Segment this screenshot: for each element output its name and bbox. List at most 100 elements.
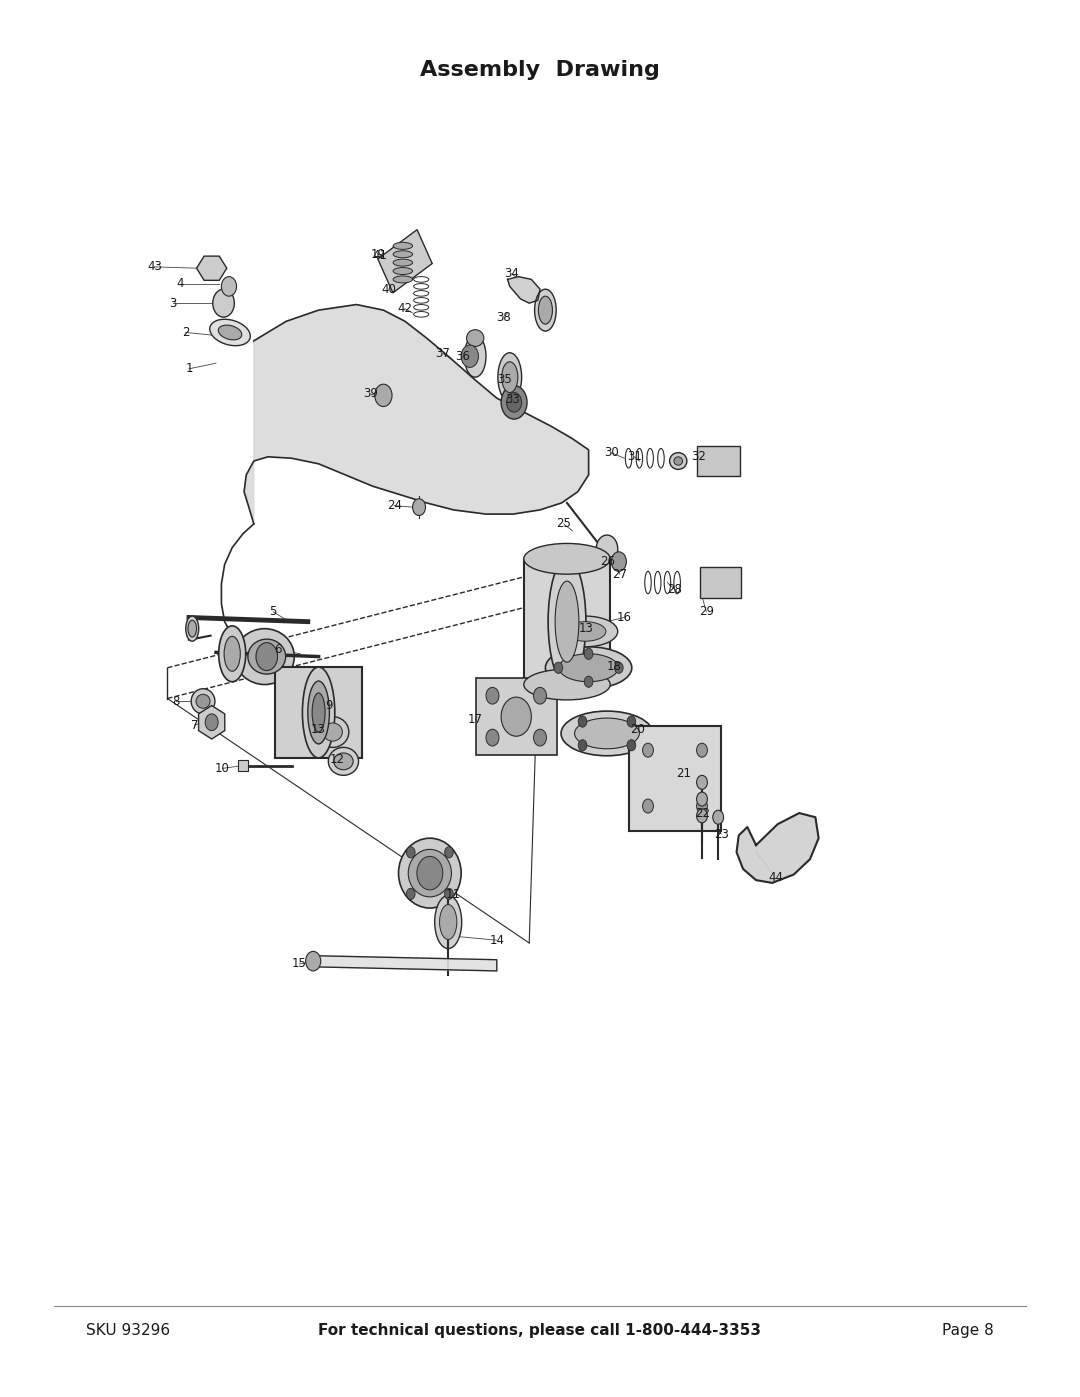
Text: 4: 4 xyxy=(177,277,184,291)
Text: 10: 10 xyxy=(215,761,230,775)
Circle shape xyxy=(445,847,454,858)
Text: 13: 13 xyxy=(579,622,594,636)
Ellipse shape xyxy=(434,895,462,949)
Polygon shape xyxy=(244,305,589,524)
Text: 38: 38 xyxy=(496,310,511,324)
Circle shape xyxy=(584,648,593,659)
Circle shape xyxy=(406,847,415,858)
Ellipse shape xyxy=(535,289,556,331)
Text: 39: 39 xyxy=(363,387,378,401)
Circle shape xyxy=(213,289,234,317)
Ellipse shape xyxy=(393,275,413,282)
Text: 37: 37 xyxy=(435,346,450,360)
Text: 1: 1 xyxy=(186,362,192,376)
Text: 25: 25 xyxy=(556,517,571,531)
Ellipse shape xyxy=(393,260,413,265)
Text: 20: 20 xyxy=(630,722,645,736)
Ellipse shape xyxy=(440,905,457,939)
Ellipse shape xyxy=(399,838,461,908)
Bar xyxy=(524,559,610,685)
Polygon shape xyxy=(197,256,227,281)
Text: 18: 18 xyxy=(607,659,622,673)
Text: 5: 5 xyxy=(270,605,276,619)
Circle shape xyxy=(501,697,531,736)
Circle shape xyxy=(221,277,237,296)
Ellipse shape xyxy=(393,242,413,249)
Text: 13: 13 xyxy=(311,722,326,736)
Circle shape xyxy=(697,775,707,789)
Circle shape xyxy=(375,384,392,407)
Circle shape xyxy=(417,856,443,890)
Text: 3: 3 xyxy=(170,296,176,310)
Ellipse shape xyxy=(316,717,349,747)
Ellipse shape xyxy=(524,669,610,700)
Polygon shape xyxy=(199,705,225,739)
Text: 17: 17 xyxy=(468,712,483,726)
Ellipse shape xyxy=(188,620,197,637)
Text: 31: 31 xyxy=(627,450,643,464)
Circle shape xyxy=(578,717,586,728)
Ellipse shape xyxy=(553,616,618,647)
Text: 12: 12 xyxy=(329,753,345,767)
Ellipse shape xyxy=(191,689,215,714)
Ellipse shape xyxy=(524,543,610,574)
Text: 2: 2 xyxy=(183,326,189,339)
Text: 23: 23 xyxy=(714,827,729,841)
Text: 29: 29 xyxy=(699,605,714,619)
Circle shape xyxy=(697,743,707,757)
Text: 8: 8 xyxy=(173,694,179,708)
Bar xyxy=(629,726,721,830)
Text: 43: 43 xyxy=(147,260,162,274)
Text: 9: 9 xyxy=(326,698,333,712)
Text: 32: 32 xyxy=(691,450,706,464)
Ellipse shape xyxy=(393,268,413,275)
Circle shape xyxy=(615,662,623,673)
Text: 33: 33 xyxy=(505,393,521,407)
Ellipse shape xyxy=(235,629,294,685)
Circle shape xyxy=(697,809,707,823)
Ellipse shape xyxy=(197,694,210,708)
Text: 41: 41 xyxy=(373,249,388,263)
Circle shape xyxy=(507,393,522,412)
Text: 35: 35 xyxy=(497,373,512,387)
Ellipse shape xyxy=(312,693,325,732)
Ellipse shape xyxy=(302,668,335,757)
Text: 21: 21 xyxy=(676,767,691,781)
Text: For technical questions, please call 1-800-444-3353: For technical questions, please call 1-8… xyxy=(319,1323,761,1338)
Circle shape xyxy=(554,662,563,673)
Ellipse shape xyxy=(186,616,199,641)
Ellipse shape xyxy=(247,640,285,673)
Ellipse shape xyxy=(464,335,486,377)
Circle shape xyxy=(611,552,626,571)
Ellipse shape xyxy=(218,326,242,339)
Circle shape xyxy=(486,729,499,746)
Ellipse shape xyxy=(670,453,687,469)
Circle shape xyxy=(256,643,278,671)
Circle shape xyxy=(627,717,636,728)
Text: 19: 19 xyxy=(370,247,386,261)
Circle shape xyxy=(697,792,707,806)
Ellipse shape xyxy=(308,682,329,743)
Ellipse shape xyxy=(225,637,240,671)
Polygon shape xyxy=(508,277,540,303)
Circle shape xyxy=(596,535,618,563)
Ellipse shape xyxy=(323,724,342,740)
Text: 27: 27 xyxy=(612,567,627,581)
Circle shape xyxy=(713,810,724,824)
Circle shape xyxy=(445,888,454,900)
Polygon shape xyxy=(308,956,497,971)
Circle shape xyxy=(643,799,653,813)
Ellipse shape xyxy=(545,647,632,689)
Text: 34: 34 xyxy=(504,267,519,281)
Text: 7: 7 xyxy=(191,718,198,732)
Ellipse shape xyxy=(562,711,652,756)
Text: 14: 14 xyxy=(489,933,504,947)
Ellipse shape xyxy=(549,559,585,685)
Text: 36: 36 xyxy=(455,349,470,363)
Ellipse shape xyxy=(393,250,413,258)
Ellipse shape xyxy=(575,718,639,749)
Polygon shape xyxy=(737,813,819,883)
Ellipse shape xyxy=(565,622,606,641)
Circle shape xyxy=(406,888,415,900)
Circle shape xyxy=(461,345,478,367)
